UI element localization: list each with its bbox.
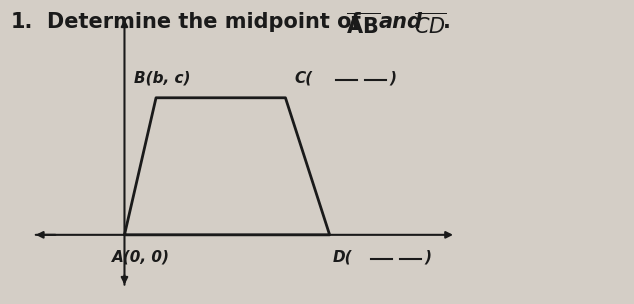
Text: ): )	[389, 71, 397, 86]
Text: B(b, c): B(b, c)	[134, 71, 190, 86]
Text: Determine the midpoint of: Determine the midpoint of	[47, 12, 368, 32]
Text: D(: D(	[333, 250, 353, 265]
Text: 1.: 1.	[11, 12, 33, 32]
Text: A(0, 0): A(0, 0)	[112, 250, 170, 265]
Text: ): )	[424, 250, 431, 265]
Text: .: .	[443, 12, 451, 32]
Text: $\mathit{\overline{CD}}$: $\mathit{\overline{CD}}$	[413, 12, 446, 37]
Text: C(: C(	[295, 71, 313, 86]
Text: $\mathbf{\overline{AB}}$: $\mathbf{\overline{AB}}$	[346, 12, 380, 37]
Text: and: and	[378, 12, 422, 32]
